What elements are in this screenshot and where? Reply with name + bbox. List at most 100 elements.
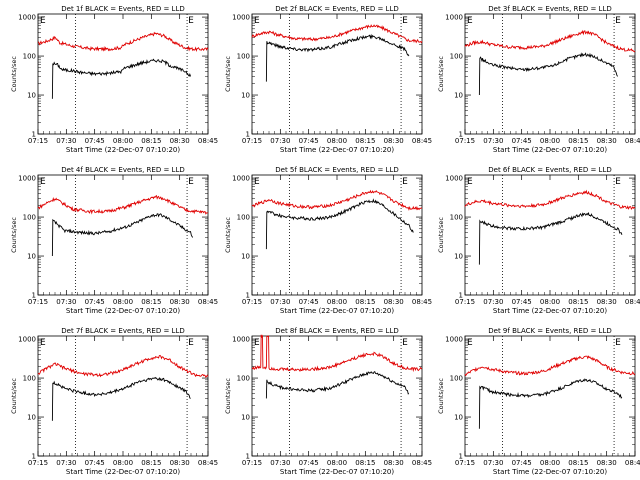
marker-e-right: E: [188, 177, 194, 187]
y-axis-label: Counts/sec: [437, 217, 445, 253]
x-tick-label: 08:45: [198, 459, 218, 467]
x-axis-label: Start Time (22-Dec-07 07:10:20): [493, 468, 607, 476]
y-tick-label: 1: [459, 292, 463, 300]
y-tick-label: 100: [450, 53, 463, 61]
x-axis-label: Start Time (22-Dec-07 07:10:20): [280, 307, 394, 315]
plot-frame: [37, 13, 209, 135]
x-tick-label: 07:30: [483, 459, 503, 467]
x-tick-label: 08:45: [412, 459, 432, 467]
y-tick-label: 1: [459, 453, 463, 461]
x-tick-label: 08:00: [540, 137, 560, 145]
y-tick-label: 1000: [232, 175, 250, 183]
marker-e-right: E: [615, 16, 621, 26]
x-tick-label: 07:30: [270, 459, 290, 467]
x-tick-label: 07:15: [242, 137, 262, 145]
x-tick-label: 07:45: [85, 137, 105, 145]
plot-frame: [251, 13, 423, 135]
x-tick-label: 08:30: [170, 298, 190, 306]
x-tick-label: 08:30: [597, 459, 617, 467]
x-tick-label: 07:30: [56, 298, 76, 306]
lld-series: [37, 194, 209, 215]
x-tick-label: 07:45: [85, 459, 105, 467]
x-axis-label: Start Time (22-Dec-07 07:10:20): [66, 468, 180, 476]
panel-title: Det 4f BLACK = Events, RED = LLD: [61, 166, 184, 174]
x-tick-label: 08:45: [198, 137, 218, 145]
x-tick-label: 07:15: [455, 137, 475, 145]
x-tick-label: 08:45: [625, 137, 640, 145]
x-tick-label: 08:15: [141, 459, 161, 467]
y-axis-label: Counts/sec: [224, 378, 232, 414]
x-tick-label: 07:45: [512, 459, 532, 467]
marker-e-right: E: [615, 338, 621, 348]
x-tick-label: 07:45: [85, 298, 105, 306]
plot-frame: [251, 174, 423, 296]
x-tick-label: 08:30: [170, 137, 190, 145]
x-tick-label: 08:00: [113, 137, 133, 145]
x-tick-label: 08:45: [412, 137, 432, 145]
x-tick-label: 08:15: [568, 137, 588, 145]
x-tick-label: 08:15: [355, 459, 375, 467]
y-tick-label: 10: [454, 253, 463, 261]
x-tick-label: 08:00: [113, 459, 133, 467]
y-tick-label: 100: [23, 375, 36, 383]
x-tick-label: 07:30: [483, 298, 503, 306]
marker-e-left: E: [467, 16, 473, 26]
x-axis-label: Start Time (22-Dec-07 07:10:20): [66, 146, 180, 154]
x-tick-label: 07:30: [270, 137, 290, 145]
x-axis-label: Start Time (22-Dec-07 07:10:20): [280, 468, 394, 476]
events-series: [51, 213, 194, 257]
x-tick-label: 07:30: [56, 137, 76, 145]
y-tick-label: 100: [237, 214, 250, 222]
x-tick-label: 08:15: [568, 459, 588, 467]
marker-e-right: E: [402, 338, 408, 348]
y-axis-label: Counts/sec: [10, 217, 18, 253]
lld-series: [251, 189, 423, 211]
x-axis-label: Start Time (22-Dec-07 07:10:20): [493, 146, 607, 154]
x-tick-label: 08:45: [625, 459, 640, 467]
y-tick-label: 1000: [18, 14, 36, 22]
plot-frame: [37, 335, 209, 457]
lld-series: [464, 29, 636, 53]
lld-series: [37, 31, 209, 52]
plot-frame: [464, 13, 636, 135]
plot-frame: [464, 335, 636, 457]
plot-frame: [251, 335, 423, 457]
x-tick-label: 07:15: [455, 298, 475, 306]
x-tick-label: 08:15: [141, 298, 161, 306]
y-tick-label: 1: [246, 131, 250, 139]
marker-e-left: E: [254, 177, 260, 187]
y-axis-label: Counts/sec: [10, 56, 18, 92]
marker-e-left: E: [254, 16, 260, 26]
y-tick-label: 1000: [445, 336, 463, 344]
x-tick-label: 08:00: [540, 298, 560, 306]
panel-title: Det 2f BLACK = Events, RED = LLD: [275, 5, 398, 13]
events-series: [265, 370, 410, 399]
x-tick-label: 08:30: [597, 137, 617, 145]
marker-e-left: E: [40, 177, 46, 187]
panel-9: Det 9f BLACK = Events, RED = LLD E E 1 10 100…: [437, 327, 640, 476]
x-axis-label: Start Time (22-Dec-07 07:10:20): [493, 307, 607, 315]
panel-7: Det 7f BLACK = Events, RED = LLD E E 1 10 100…: [10, 327, 218, 476]
panel-6: Det 6f BLACK = Events, RED = LLD E E 1 10 100…: [437, 166, 640, 315]
y-tick-label: 10: [454, 414, 463, 422]
y-tick-label: 10: [241, 253, 250, 261]
marker-e-right: E: [402, 16, 408, 26]
x-tick-label: 07:45: [512, 137, 532, 145]
x-tick-label: 08:15: [355, 298, 375, 306]
lld-series: [251, 334, 423, 373]
panel-title: Det 9f BLACK = Events, RED = LLD: [488, 327, 611, 335]
x-tick-label: 08:45: [625, 298, 640, 306]
y-tick-label: 100: [450, 214, 463, 222]
x-axis-label: Start Time (22-Dec-07 07:10:20): [66, 307, 180, 315]
x-tick-label: 07:15: [242, 298, 262, 306]
y-axis-label: Counts/sec: [224, 217, 232, 253]
events-series: [51, 58, 191, 99]
x-tick-label: 08:00: [327, 298, 347, 306]
events-series: [265, 33, 410, 82]
marker-e-right: E: [188, 338, 194, 348]
marker-e-left: E: [254, 338, 260, 348]
y-tick-label: 10: [241, 92, 250, 100]
y-tick-label: 10: [241, 414, 250, 422]
panel-2: Det 2f BLACK = Events, RED = LLD E E 1 10 100…: [224, 5, 432, 154]
